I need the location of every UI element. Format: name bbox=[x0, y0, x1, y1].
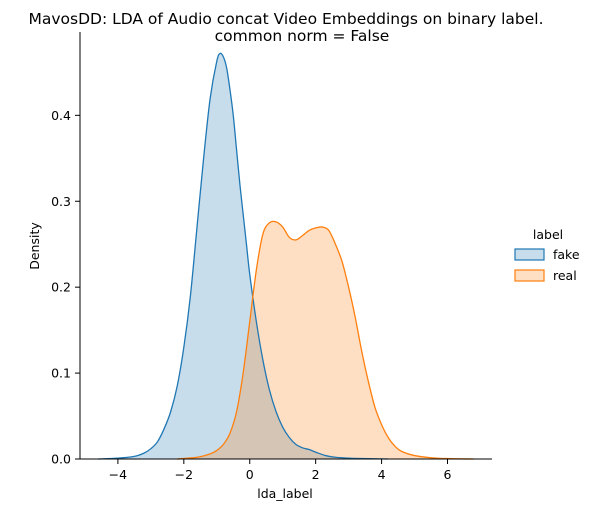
legend: label fake real bbox=[514, 227, 580, 283]
x-tick-label: 0 bbox=[246, 467, 254, 482]
x-axis-ticks: −4 −2 0 2 4 6 bbox=[109, 459, 452, 482]
density-area-fake bbox=[98, 53, 389, 460]
legend-swatch-real bbox=[514, 269, 545, 282]
y-tick-label: 0.1 bbox=[51, 366, 71, 381]
y-tick-label: 0.2 bbox=[51, 280, 71, 295]
y-tick-label: 0.3 bbox=[51, 194, 71, 209]
x-tick-label: −2 bbox=[175, 467, 193, 482]
x-tick-label: 6 bbox=[444, 467, 452, 482]
density-line-real bbox=[177, 220, 474, 460]
y-tick-label: 0.0 bbox=[51, 452, 71, 467]
legend-swatch-fake bbox=[514, 248, 545, 261]
x-tick-label: 2 bbox=[312, 467, 320, 482]
x-tick-label: −4 bbox=[109, 467, 127, 482]
chart-title: MavosDD: LDA of Audio concat Video Embed… bbox=[28, 10, 543, 28]
plot-area bbox=[98, 52, 474, 460]
chart-subtitle: common norm = False bbox=[215, 27, 390, 45]
legend-label-fake: fake bbox=[553, 247, 580, 262]
legend-label-real: real bbox=[553, 268, 577, 283]
density-area-real bbox=[177, 221, 474, 459]
x-axis-label: lda_label bbox=[257, 486, 313, 501]
y-tick-label: 0.4 bbox=[51, 108, 71, 123]
density-line-fake bbox=[98, 52, 389, 460]
y-axis-ticks: 0.0 0.1 0.2 0.3 0.4 bbox=[51, 108, 80, 467]
y-axis-label: Density bbox=[27, 222, 42, 270]
legend-title: label bbox=[533, 227, 563, 242]
x-tick-label: 4 bbox=[378, 467, 386, 482]
